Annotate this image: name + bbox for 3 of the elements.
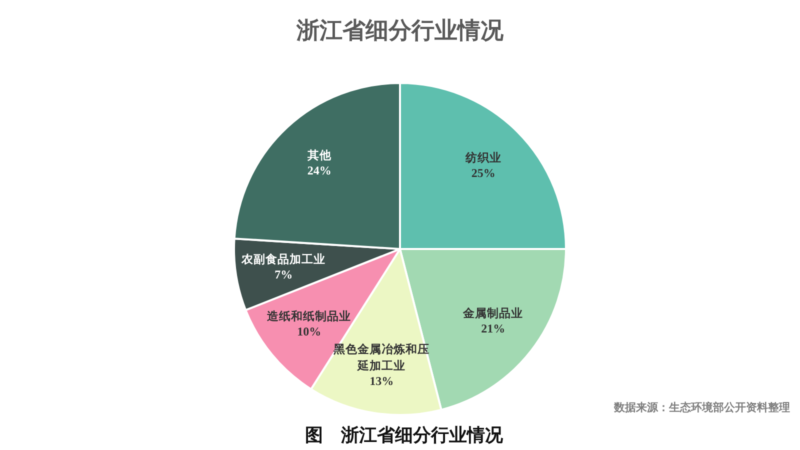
caption: 图 浙江省细分行业情况 — [305, 425, 503, 445]
source: 数据来源：生态环境部公开资料整理 — [614, 402, 790, 414]
title: 浙江省细分行业情况 — [296, 17, 504, 43]
